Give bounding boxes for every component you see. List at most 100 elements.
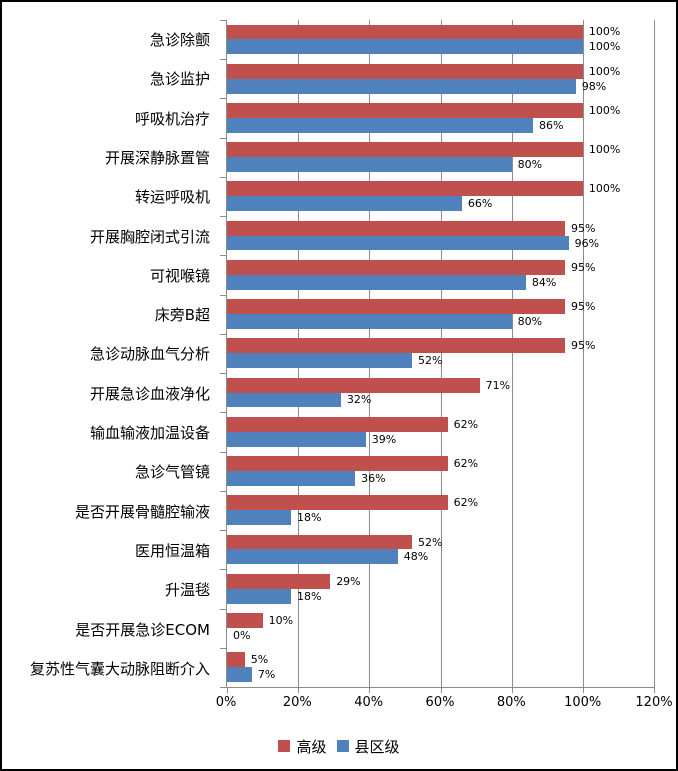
data-label: 84% xyxy=(531,275,557,289)
x-tick-label: 40% xyxy=(354,695,384,710)
y-axis-tick xyxy=(220,255,227,257)
bar-series-1 xyxy=(227,39,583,55)
x-tick-label: 0% xyxy=(215,695,237,710)
data-label: 98% xyxy=(581,79,607,93)
category-label: 输血输液加温设备 xyxy=(89,424,210,443)
data-label: 95% xyxy=(571,260,596,274)
data-label: 10% xyxy=(268,613,294,627)
chart-row: 95% 96% xyxy=(227,216,654,255)
legend-item: 高级 xyxy=(278,736,327,757)
data-label: 100% xyxy=(588,64,621,78)
data-label: 100% xyxy=(588,182,621,196)
x-tick-label: 120% xyxy=(635,695,673,710)
legend-label: 高级 xyxy=(296,737,327,756)
y-axis-tick xyxy=(220,687,227,688)
bar-series-0 xyxy=(227,573,331,589)
chart-row: 95% 84% xyxy=(227,255,654,294)
bar-series-0 xyxy=(227,299,566,315)
gridline xyxy=(511,20,513,687)
bar-series-1 xyxy=(227,117,534,133)
chart-row: 95% 52% xyxy=(227,334,654,373)
bar-series-0 xyxy=(227,24,583,40)
data-label: 100% xyxy=(588,143,621,157)
data-label: 62% xyxy=(453,417,479,431)
bar-series-0 xyxy=(227,181,583,197)
y-axis-tick xyxy=(220,216,227,218)
bar-series-0 xyxy=(227,456,448,471)
data-label: 18% xyxy=(297,589,322,603)
category-label: 急诊气管镜 xyxy=(134,463,210,482)
bar-series-0 xyxy=(227,652,245,668)
bar-series-1 xyxy=(227,431,366,447)
category-label: 开展深静脉置管 xyxy=(104,149,210,168)
chart-row: 100% 66% xyxy=(227,177,654,216)
x-axis-tick xyxy=(440,687,442,693)
data-label: 95% xyxy=(571,339,596,353)
y-axis-tick xyxy=(220,333,227,335)
data-label: 52% xyxy=(418,354,443,368)
category-label: 开展急诊血液净化 xyxy=(89,384,210,403)
category-label: 急诊动脉血气分析 xyxy=(89,345,210,364)
gridline xyxy=(654,20,655,687)
data-label: 5% xyxy=(250,653,269,667)
x-axis-tick xyxy=(582,687,584,693)
x-tick-label: 80% xyxy=(496,695,526,710)
y-axis-tick xyxy=(220,137,227,139)
category-label: 开展胸腔闭式引流 xyxy=(89,227,210,246)
bar-series-0 xyxy=(227,142,583,158)
y-axis-tick xyxy=(220,176,227,178)
y-axis-tick xyxy=(220,373,227,375)
data-label: 71% xyxy=(485,378,511,392)
chart-row: 100% 100% xyxy=(227,20,654,59)
data-label: 0% xyxy=(233,628,251,642)
y-axis-tick xyxy=(220,608,227,610)
plot-area: 100% 100% 100% 98% 100% 86% 100% 80% 100% 66% 95% 9… xyxy=(220,20,655,693)
chart-row: 62% 36% xyxy=(227,452,654,491)
y-axis-tick xyxy=(220,20,227,21)
data-label: 95% xyxy=(571,300,596,314)
data-label: 100% xyxy=(588,40,621,54)
y-axis-tick xyxy=(220,98,227,100)
legend-item: 县区级 xyxy=(336,736,400,757)
x-axis-tick xyxy=(369,687,371,693)
data-label: 36% xyxy=(361,471,386,485)
data-label: 95% xyxy=(571,221,596,235)
x-axis-tick xyxy=(654,687,655,693)
data-label: 100% xyxy=(588,103,621,117)
chart-row: 52% 48% xyxy=(227,530,654,569)
bar-series-1 xyxy=(227,549,398,565)
data-label: 66% xyxy=(467,197,493,211)
legend: 高级 县区级 xyxy=(2,735,676,757)
y-axis-tick xyxy=(220,569,227,571)
chart-row: 100% 86% xyxy=(227,98,654,137)
y-axis-tick xyxy=(220,490,227,492)
bar-series-0 xyxy=(227,495,448,511)
data-label: 86% xyxy=(539,118,564,132)
chart-row: 100% 98% xyxy=(227,59,654,98)
category-label: 呼吸机治疗 xyxy=(134,109,210,128)
category-label: 可视喉镜 xyxy=(149,266,210,285)
bar-series-1 xyxy=(227,235,569,251)
bar-series-1 xyxy=(227,588,292,604)
bar-series-0 xyxy=(227,534,413,550)
data-label: 100% xyxy=(588,25,621,39)
x-tick-label: 20% xyxy=(282,695,312,710)
data-label: 29% xyxy=(336,574,361,588)
gridline xyxy=(582,20,584,687)
category-label: 床旁B超 xyxy=(154,306,210,325)
bar-series-0 xyxy=(227,377,480,393)
bar-series-1 xyxy=(227,470,356,486)
category-label: 是否开展骨髓腔输液 xyxy=(74,502,210,521)
bar-series-0 xyxy=(227,259,566,275)
data-label: 96% xyxy=(574,236,600,250)
x-axis-tick xyxy=(298,687,300,693)
category-label: 急诊监护 xyxy=(149,70,210,89)
data-label: 80% xyxy=(517,158,543,172)
y-axis-tick xyxy=(220,530,227,532)
category-labels: 急诊除颤 急诊监护 呼吸机治疗 开展深静脉置管 转运呼吸机 开展胸腔闭式引流 可视喉镜 床旁B… xyxy=(6,20,218,688)
bar-series-0 xyxy=(227,63,583,79)
data-label: 80% xyxy=(517,315,543,328)
y-axis-tick xyxy=(220,412,227,414)
data-label: 39% xyxy=(371,432,397,446)
